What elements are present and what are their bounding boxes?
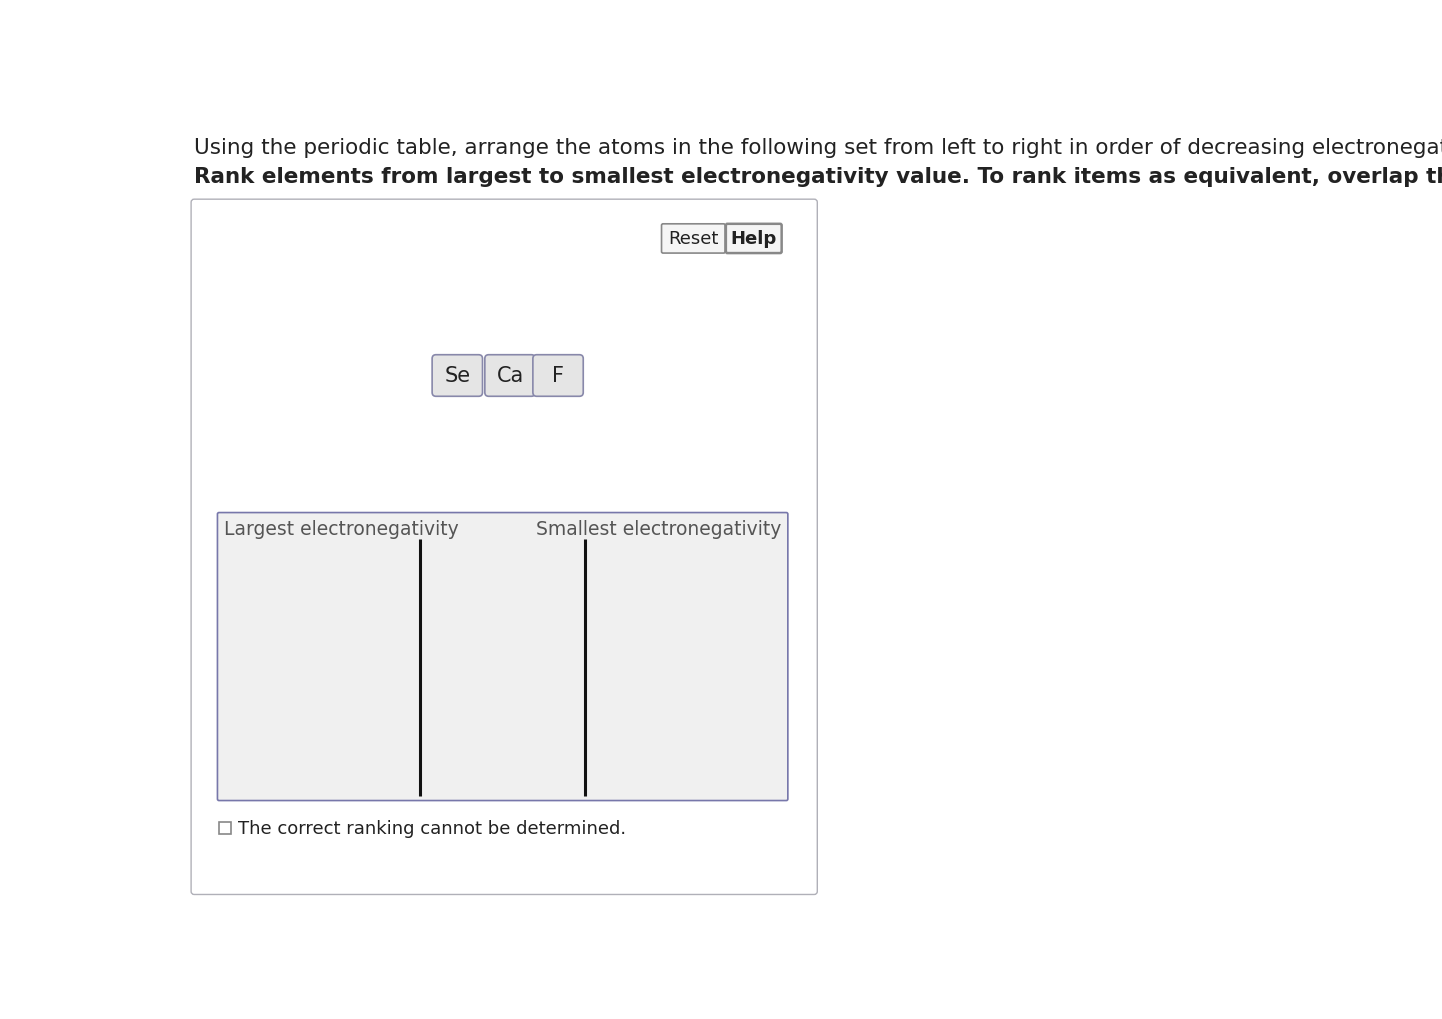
Text: Reset: Reset xyxy=(668,230,718,249)
FancyBboxPatch shape xyxy=(485,356,535,396)
FancyBboxPatch shape xyxy=(725,224,782,254)
Text: Ca: Ca xyxy=(496,366,523,386)
Bar xyxy=(219,822,231,835)
Text: F: F xyxy=(552,366,564,386)
FancyBboxPatch shape xyxy=(662,224,725,254)
Text: Largest electronegativity: Largest electronegativity xyxy=(224,520,459,538)
FancyBboxPatch shape xyxy=(218,513,787,801)
Text: Smallest electronegativity: Smallest electronegativity xyxy=(536,520,782,538)
Text: Help: Help xyxy=(731,230,777,249)
FancyBboxPatch shape xyxy=(433,356,483,396)
Text: Rank elements from largest to smallest electronegativity value. To rank items as: Rank elements from largest to smallest e… xyxy=(195,167,1442,186)
Text: The correct ranking cannot be determined.: The correct ranking cannot be determined… xyxy=(238,819,626,838)
FancyBboxPatch shape xyxy=(192,200,818,895)
Text: Se: Se xyxy=(444,366,470,386)
FancyBboxPatch shape xyxy=(534,356,583,396)
Text: Using the periodic table, arrange the atoms in the following set from left to ri: Using the periodic table, arrange the at… xyxy=(195,138,1442,158)
